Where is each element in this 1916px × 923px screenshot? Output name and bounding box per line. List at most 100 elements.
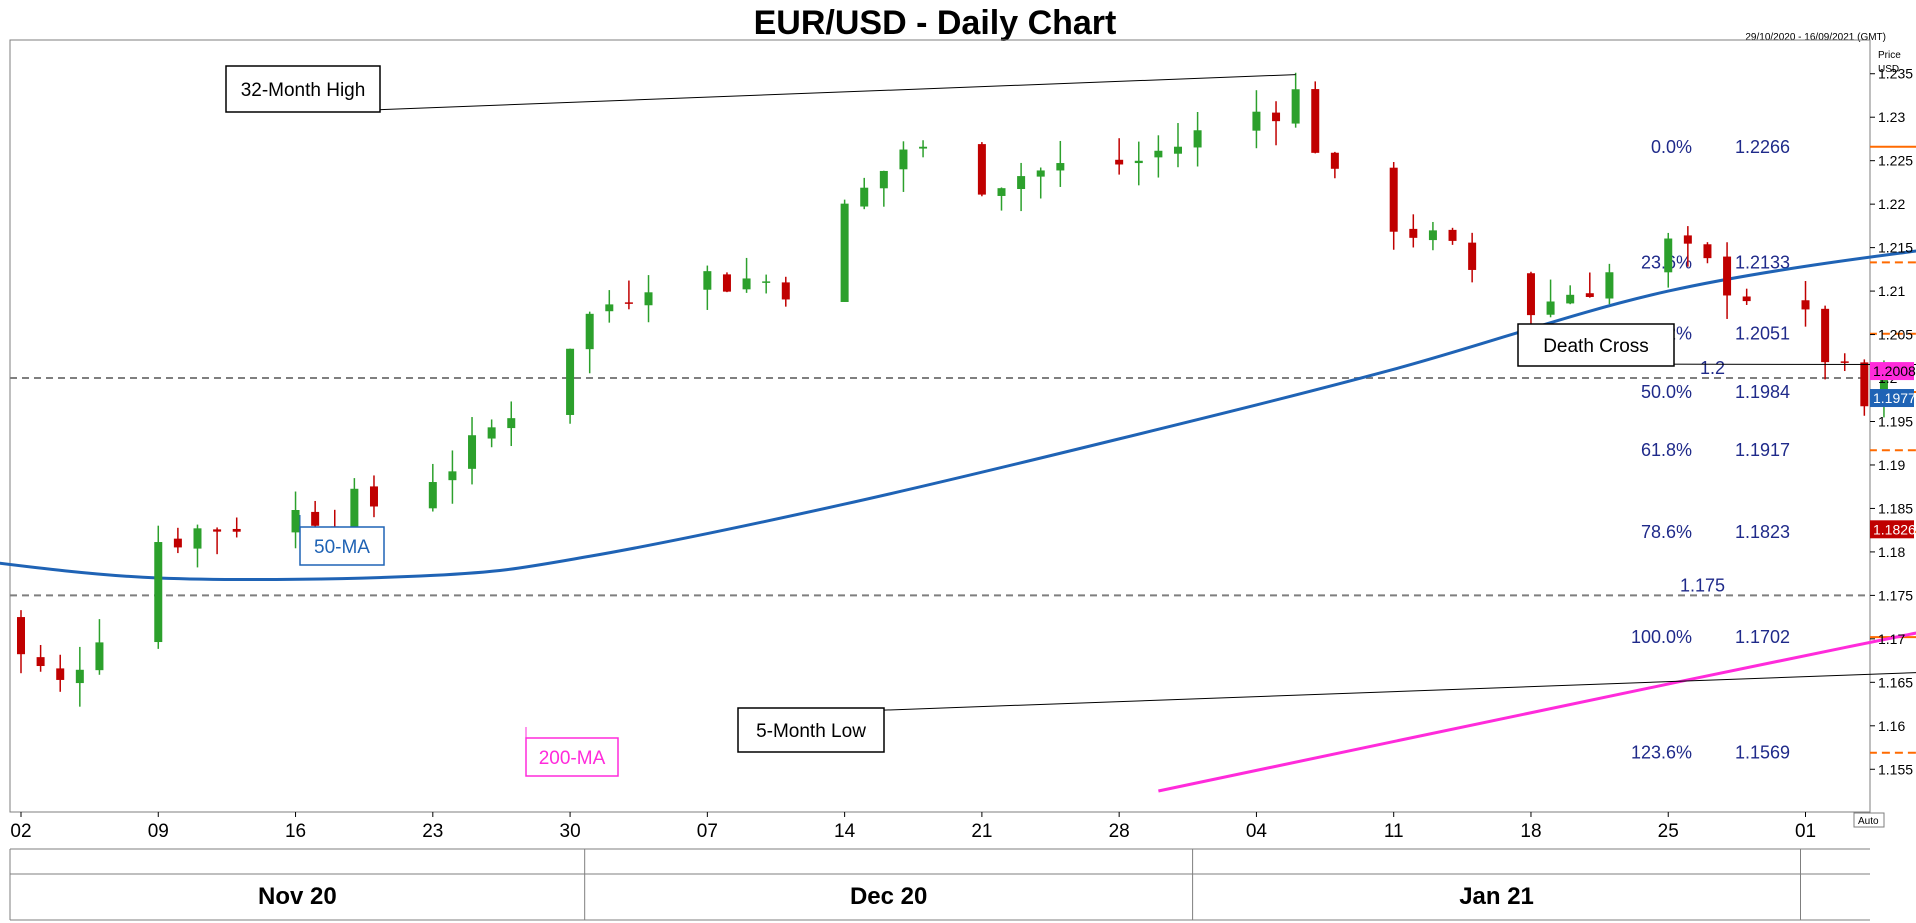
low-callout-box — [737, 707, 885, 753]
candle-body — [75, 669, 84, 684]
fib-level-pct: 61.8% — [1641, 440, 1692, 460]
candle-body — [860, 187, 869, 207]
candle-body — [1252, 111, 1261, 131]
candle-body — [997, 188, 1006, 196]
x-tick-label: 14 — [834, 821, 856, 842]
fib-label-bg — [1645, 134, 1793, 157]
chart-title: EUR/USD - Daily Chart — [753, 4, 1117, 42]
high-callout-line — [319, 74, 1296, 113]
horizontal-level-label: 1.175 — [1680, 575, 1725, 595]
y-tick-label: 1.225 — [1878, 153, 1913, 169]
candle-body — [781, 282, 790, 300]
fib-level-value: 1.1823 — [1735, 522, 1790, 542]
x-tick-label: 28 — [1109, 821, 1130, 842]
ma-50-callout-label: 50-MA — [314, 537, 370, 558]
ma-200-callout-label: 200-MA — [539, 748, 606, 769]
x-tick-label: 16 — [285, 821, 306, 842]
y-axis-label: USD — [1878, 64, 1899, 75]
fib-label-bg — [1645, 740, 1793, 763]
candle-body — [232, 528, 241, 532]
y-tick-label: 1.155 — [1878, 761, 1913, 777]
candle-body — [1468, 242, 1477, 270]
month-label: Dec 20 — [850, 883, 927, 910]
candle-body — [742, 278, 751, 290]
candle-body — [1193, 130, 1202, 148]
x-tick-label: 09 — [148, 821, 169, 842]
ma-200-value-tag-bg — [1870, 362, 1914, 381]
ma-50-line — [0, 249, 1916, 582]
candle-body — [1664, 238, 1673, 273]
candle-body — [507, 418, 516, 429]
fib-label-bg — [1645, 519, 1793, 542]
candle-body — [722, 274, 731, 292]
candle-body — [350, 488, 359, 528]
fib-level-value: 1.2051 — [1735, 324, 1790, 344]
x-tick-label: 21 — [971, 821, 992, 842]
candle-body — [703, 271, 712, 290]
candle-body — [213, 529, 222, 532]
ma-200-line — [1158, 631, 1916, 793]
candle-body — [605, 304, 614, 312]
month-label: Nov 20 — [258, 883, 337, 910]
y-tick-label: 1.22 — [1878, 196, 1905, 212]
candle-body — [1742, 296, 1751, 302]
x-tick-label: 23 — [422, 821, 443, 842]
candle-body — [1272, 112, 1281, 122]
date-range-label: 29/10/2020 - 16/09/2021 (GMT) — [1745, 32, 1886, 43]
candle-body — [95, 642, 104, 671]
candle-body — [1860, 362, 1869, 407]
candle-body — [1683, 235, 1692, 244]
candle-body — [1017, 176, 1026, 190]
x-tick-label: 07 — [697, 821, 718, 842]
candle-body — [311, 511, 320, 526]
x-tick-label: 01 — [1795, 821, 1816, 842]
fib-level-pct: 100.0% — [1631, 627, 1692, 647]
plot-frame — [9, 39, 1871, 813]
auto-scale-label[interactable]: Auto — [1858, 816, 1879, 827]
x-tick-label: 30 — [560, 821, 581, 842]
candle-body — [1291, 89, 1300, 124]
candle-body — [1389, 167, 1398, 232]
fib-label-bg — [1645, 379, 1793, 402]
candle-body — [977, 144, 986, 195]
fib-level-value: 1.1984 — [1735, 382, 1790, 402]
y-axis-label: Price — [1878, 50, 1901, 61]
candle-body — [56, 668, 65, 680]
candle-body — [919, 146, 928, 149]
fib-level-value: 1.2266 — [1735, 137, 1790, 157]
y-tick-label: 1.165 — [1878, 674, 1913, 690]
candle-body — [585, 313, 594, 350]
y-tick-label: 1.21 — [1878, 283, 1905, 299]
candle-body — [1154, 150, 1163, 158]
y-tick-label: 1.19 — [1878, 457, 1905, 473]
fib-level-pct: 50.0% — [1641, 382, 1692, 402]
ma-200-callout-box — [525, 737, 619, 777]
fib-level-pct: 0.0% — [1651, 137, 1692, 157]
candle-body — [566, 348, 575, 415]
ma-50-value-tag-bg — [1870, 389, 1914, 408]
candle-body — [1036, 170, 1045, 177]
y-tick-label: 1.195 — [1878, 414, 1913, 430]
candle-body — [1134, 160, 1143, 164]
low-callout-line — [859, 672, 1916, 712]
low-callout-label: 5-Month Low — [756, 721, 866, 742]
candle-body — [448, 471, 457, 481]
y-tick-label: 1.205 — [1878, 327, 1913, 343]
auto-scale-box[interactable] — [1853, 812, 1885, 828]
candle-body — [1821, 308, 1830, 363]
candle-body — [487, 427, 496, 439]
y-tick-label: 1.215 — [1878, 240, 1913, 256]
month-label: Jan 21 — [1459, 883, 1534, 910]
x-tick-label: 25 — [1658, 821, 1679, 842]
fib-label-bg — [1645, 625, 1793, 648]
ma-200-value-tag: 1.2008 — [1873, 363, 1916, 379]
x-tick-label: 02 — [10, 821, 31, 842]
candle-body — [1115, 159, 1124, 165]
candle-body — [17, 617, 25, 655]
candle-body — [193, 528, 202, 549]
y-tick-label: 1.175 — [1878, 587, 1913, 603]
candle-body — [1546, 301, 1555, 315]
y-tick-label: 1.18 — [1878, 544, 1905, 560]
x-tick-label: 04 — [1246, 821, 1268, 842]
